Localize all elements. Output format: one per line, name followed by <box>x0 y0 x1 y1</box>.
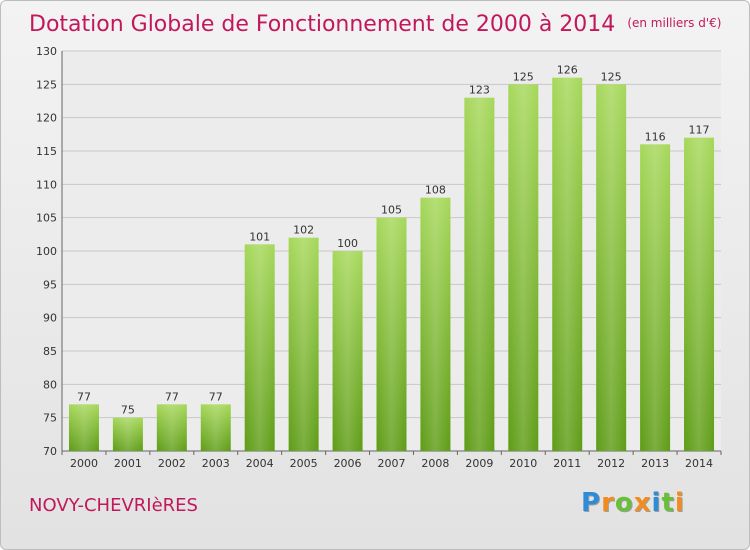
bar-shine <box>508 84 539 451</box>
x-tick-label: 2013 <box>641 457 669 470</box>
unit-label: (en milliers d'€) <box>627 16 722 30</box>
bar-shine <box>68 404 99 451</box>
y-tick-label: 105 <box>36 212 57 225</box>
y-tick-label: 70 <box>43 445 57 458</box>
x-tick-label: 2000 <box>70 457 98 470</box>
bar-shine <box>552 77 583 452</box>
logo-letter: i <box>651 488 662 518</box>
x-tick-label: 2006 <box>334 457 362 470</box>
value-label: 77 <box>77 390 91 403</box>
y-tick-label: 130 <box>36 45 57 58</box>
bar-shine <box>156 404 187 451</box>
value-label: 123 <box>469 84 490 97</box>
x-tick-label: 2007 <box>378 457 406 470</box>
y-tick-label: 95 <box>43 278 57 291</box>
bar-shine <box>112 417 143 451</box>
value-label: 116 <box>645 130 666 143</box>
bar-shine <box>640 144 671 452</box>
bar-shine <box>596 84 627 451</box>
y-tick-label: 85 <box>43 345 57 358</box>
logo-letter: P <box>581 488 602 518</box>
value-label: 102 <box>293 224 314 237</box>
value-label: 77 <box>165 390 179 403</box>
value-label: 75 <box>121 404 135 417</box>
x-tick-label: 2003 <box>202 457 230 470</box>
y-tick-label: 90 <box>43 312 57 325</box>
bar-shine <box>464 97 495 452</box>
bar-shine <box>376 217 407 451</box>
value-label: 117 <box>689 124 710 137</box>
logo-letter: i <box>674 488 685 518</box>
logo-letter: t <box>661 488 675 518</box>
commune-name: NOVY-CHEVRIèRES <box>29 495 198 516</box>
value-label: 125 <box>601 70 622 83</box>
y-tick-label: 125 <box>36 78 57 91</box>
y-tick-label: 110 <box>36 178 57 191</box>
logo-letter: r <box>601 488 615 518</box>
x-tick-label: 2009 <box>465 457 493 470</box>
x-tick-label: 2014 <box>685 457 713 470</box>
value-label: 125 <box>513 70 534 83</box>
title-text: Dotation Globale de Fonctionnement de 20… <box>29 12 616 37</box>
value-label: 101 <box>249 230 270 243</box>
value-label: 77 <box>209 390 223 403</box>
bar-shine <box>200 404 231 451</box>
x-tick-label: 2012 <box>597 457 625 470</box>
bar-shine <box>288 237 319 451</box>
x-tick-label: 2005 <box>290 457 318 470</box>
y-tick-label: 115 <box>36 145 57 158</box>
x-tick-label: 2011 <box>553 457 581 470</box>
bar-layer <box>68 77 715 452</box>
chart-title: Dotation Globale de Fonctionnement de 20… <box>29 7 721 39</box>
value-label: 126 <box>557 64 578 77</box>
label-layer: 77 2000 75 2001 77 2002 77 2003 101 2004 102 2005 10… <box>70 64 713 470</box>
bar-shine <box>332 251 363 451</box>
y-tick-label: 75 <box>43 412 57 425</box>
y-tick-label: 80 <box>43 378 57 391</box>
value-label: 108 <box>425 184 446 197</box>
x-tick-label: 2004 <box>246 457 274 470</box>
proxiti-logo: Proxiti <box>581 488 685 518</box>
value-label: 105 <box>381 204 402 217</box>
axis-layer: 70 75 80 85 90 95 100 105 110 115 120 125 130 <box>36 45 722 458</box>
value-label: 100 <box>337 237 358 250</box>
x-tick-label: 2001 <box>114 457 142 470</box>
logo-letter: o <box>614 488 634 518</box>
x-tick-label: 2002 <box>158 457 186 470</box>
x-tick-label: 2008 <box>421 457 449 470</box>
logo-letter: x <box>633 488 652 518</box>
y-tick-label: 100 <box>36 245 57 258</box>
bar-shine <box>684 137 715 451</box>
x-tick-label: 2010 <box>509 457 537 470</box>
bar-shine <box>244 244 275 451</box>
y-tick-label: 120 <box>36 112 57 125</box>
bar-shine <box>420 197 451 451</box>
